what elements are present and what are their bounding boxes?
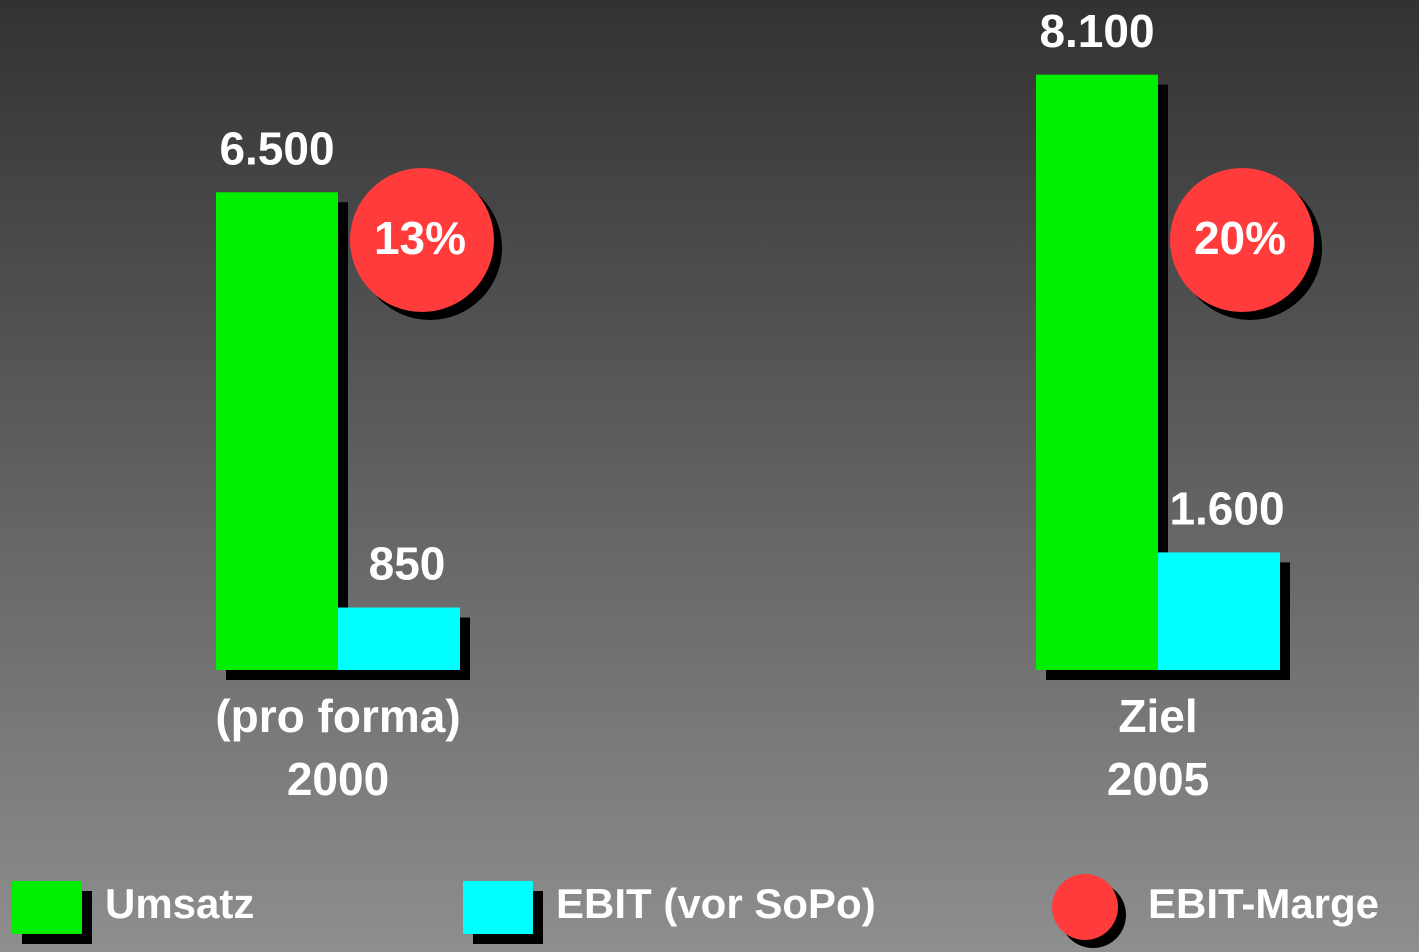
- margin-bubble: [1170, 168, 1314, 312]
- legend-swatch: [1052, 874, 1118, 940]
- bar: [1158, 552, 1280, 670]
- margin-label: 13%: [374, 212, 466, 264]
- x-tick-label: 2000: [287, 753, 389, 805]
- margin-bubble: [350, 168, 494, 312]
- x-tick-label: 2005: [1107, 753, 1209, 805]
- legend-label: EBIT (vor SoPo): [556, 880, 876, 927]
- bar: [1036, 74, 1158, 670]
- margin-label: 20%: [1194, 212, 1286, 264]
- legend-swatch: [12, 881, 82, 934]
- x-tick-label: Ziel: [1118, 690, 1197, 742]
- x-tick-label: (pro forma): [215, 690, 460, 742]
- legend-label: EBIT-Marge: [1148, 880, 1379, 927]
- legend-swatch: [463, 881, 533, 934]
- bar: [216, 192, 338, 670]
- data-label: 850: [369, 538, 446, 590]
- bar: [338, 607, 460, 670]
- data-label: 1.600: [1169, 483, 1284, 535]
- data-label: 8.100: [1039, 5, 1154, 57]
- data-label: 6.500: [219, 122, 334, 174]
- legend-label: Umsatz: [105, 880, 254, 927]
